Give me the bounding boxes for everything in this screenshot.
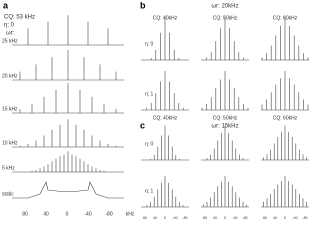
x-tick-label: -80 [105,211,112,217]
eta-label: η: 0 [4,23,15,29]
x-tick-label: 80 [203,216,207,220]
panel-label: c [140,120,145,130]
x-tick-label: 0 [66,211,69,217]
x-tick-label: 80 [143,216,147,220]
row-label: η: 1 [145,91,154,97]
spectrum-label: 25 kHz [2,38,18,44]
x-tick-label: -40 [292,216,297,220]
column-label: CQ: 50kHz [213,115,238,121]
x-tick-label: 40 [213,216,217,220]
spectrum-label: static [2,191,14,197]
spectrum-label: 10 kHz [2,140,18,146]
panel-label: b [140,0,146,10]
x-tick-label: -40 [172,216,177,220]
x-tick-label: 40 [43,211,49,217]
x-tick-label: 0 [224,216,226,220]
spin-rate-label: ωr: [6,31,15,37]
x-tick-label: -80 [242,216,247,220]
x-tick-label: 80 [263,216,267,220]
figure: a CQ: 53 kHz η: 0 ωr: b ωr: 20kHz c ωr: … [2,0,309,220]
column-label: CQ: 40kHz [153,115,178,121]
x-tick-label: -40 [232,216,237,220]
spectrum-label: 20 kHz [2,73,18,79]
x-tick-label: 0 [284,216,286,220]
row-label: η: 0 [145,41,154,47]
x-tick-label: 0 [164,216,166,220]
column-label: CQ: 60kHz [273,115,298,121]
cq-label: CQ: 53 kHz [4,15,35,21]
static-spectrum [12,181,124,199]
x-tick-label: 40 [153,216,157,220]
x-tick-label: -80 [182,216,187,220]
spectrum-label: 15 kHz [2,106,18,112]
x-tick-label: kHz [126,211,135,217]
spectrum-label: 5 kHz [2,165,15,171]
row-label: η: 1 [145,188,154,194]
panel-label: a [3,0,9,10]
row-label: η: 0 [145,141,154,147]
panel-title: ωr: 20kHz [211,4,238,10]
x-tick-label: 80 [22,211,28,217]
x-tick-label: -40 [84,211,91,217]
x-tick-label: -80 [302,216,307,220]
x-tick-label: 40 [273,216,277,220]
